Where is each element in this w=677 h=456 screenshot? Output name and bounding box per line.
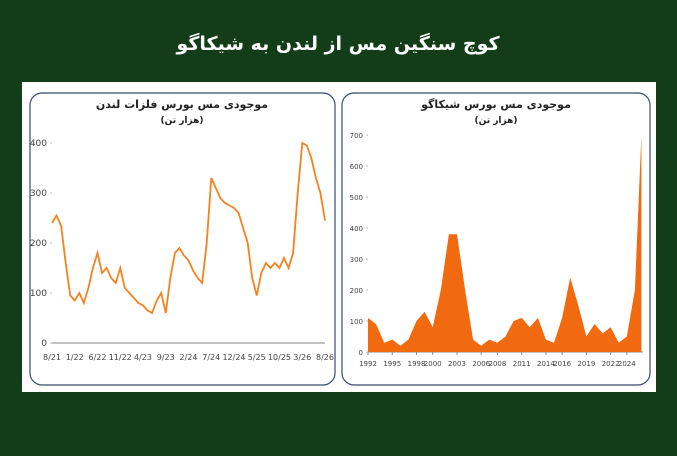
x-tick-label: 8/21 [43, 353, 61, 362]
y-tick-label: 0 [41, 339, 47, 349]
x-tick-label: 11/22 [109, 353, 132, 362]
y-tick-label: 100 [30, 289, 47, 299]
y-tick-label: 200 [350, 287, 363, 295]
x-tick-label: 2011 [513, 360, 531, 368]
x-tick-label: 7/24 [202, 353, 220, 362]
x-tick-label: 2008 [488, 360, 506, 368]
y-tick-label: 500 [350, 194, 363, 202]
x-tick-label: 8/26 [316, 353, 334, 362]
x-tick-label: 2016 [553, 360, 571, 368]
x-tick-label: 1998 [408, 360, 426, 368]
y-tick-label: 600 [350, 163, 363, 171]
x-tick-label: 1/22 [66, 353, 84, 362]
x-tick-label: 1992 [359, 360, 377, 368]
chart-title: موجودی مس بورس فلزات لندن [96, 98, 268, 111]
y-tick-label: 700 [350, 132, 363, 140]
y-tick-label: 400 [30, 139, 47, 149]
x-tick-label: 3/26 [293, 353, 311, 362]
y-tick-label: 300 [30, 189, 47, 199]
x-tick-label: 9/23 [157, 353, 175, 362]
y-tick-label: 300 [350, 256, 363, 264]
x-tick-label: 5/25 [248, 353, 266, 362]
x-tick-label: 1995 [383, 360, 401, 368]
x-tick-label: 2006 [472, 360, 490, 368]
line [51, 141, 326, 315]
card [29, 92, 336, 386]
x-tick-label: 2014 [537, 360, 555, 368]
x-tick-label: 4/23 [134, 353, 152, 362]
x-tick-label: 2019 [577, 360, 595, 368]
x-tick-label: 2000 [424, 360, 442, 368]
x-tick-label: 12/24 [222, 353, 245, 362]
y-tick-label: 400 [350, 225, 363, 233]
x-tick-label: 10/25 [268, 353, 291, 362]
chart-subtitle: (هزار تن) [475, 116, 518, 126]
y-tick-label: 0 [359, 349, 363, 357]
chart-title: موجودی مس بورس شیکاگو [420, 98, 571, 111]
x-tick-label: 2003 [448, 360, 466, 368]
y-tick-label: 100 [350, 318, 363, 326]
y-tick-label: 200 [30, 239, 47, 249]
area [368, 135, 642, 352]
chart-subtitle: (هزار تن) [161, 116, 204, 126]
main-title: کوچ سنگین مس از لندن به شیکاگو [175, 32, 500, 55]
x-tick-label: 6/22 [89, 353, 107, 362]
x-tick-label: 2/24 [180, 353, 198, 362]
x-tick-label: 2022 [602, 360, 620, 368]
x-tick-label: 2024 [618, 360, 636, 368]
